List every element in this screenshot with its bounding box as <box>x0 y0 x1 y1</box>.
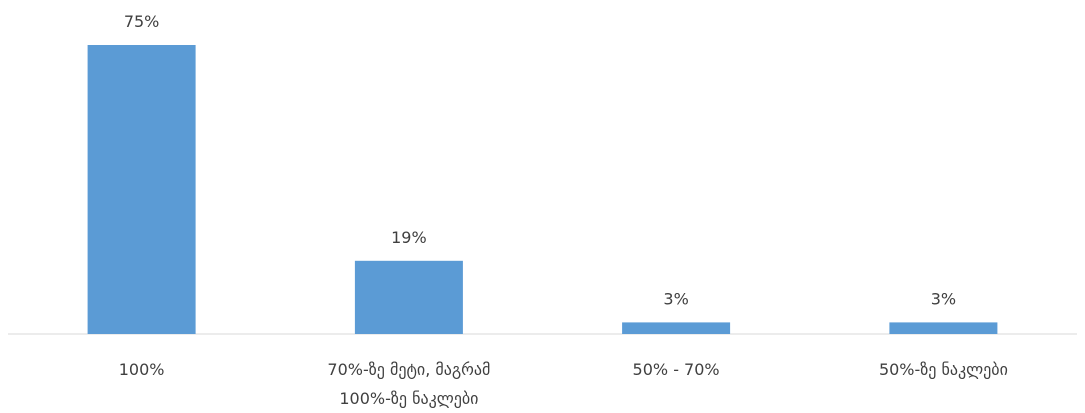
category-label-line: 100% <box>119 360 165 379</box>
data-label-4: 3% <box>931 289 956 308</box>
bar-4 <box>889 322 998 334</box>
data-labels-group: 75% 19% 3% 3% <box>124 12 956 308</box>
bar-1 <box>87 45 196 334</box>
bar-2 <box>354 260 463 334</box>
data-label-2: 19% <box>391 228 427 247</box>
category-label-line: 70%-ზე მეტი, მაგრამ <box>327 360 490 379</box>
category-label-2: 70%-ზე მეტი, მაგრამ 100%-ზე ნაკლები <box>327 360 490 408</box>
bars-group <box>87 45 998 334</box>
category-labels-group: 100% 70%-ზე მეტი, მაგრამ 100%-ზე ნაკლები 50… <box>119 360 1008 408</box>
category-label-3: 50% - 70% <box>633 360 720 379</box>
category-label-4: 50%-ზე ნაკლები <box>879 360 1008 379</box>
category-label-line: 50%-ზე ნაკლები <box>879 360 1008 379</box>
data-label-1: 75% <box>124 12 160 31</box>
bar-3 <box>622 322 731 334</box>
category-label-line: 50% - 70% <box>633 360 720 379</box>
data-label-3: 3% <box>663 289 688 308</box>
category-label-1: 100% <box>119 360 165 379</box>
category-label-line: 100%-ზე ნაკლები <box>339 389 478 408</box>
